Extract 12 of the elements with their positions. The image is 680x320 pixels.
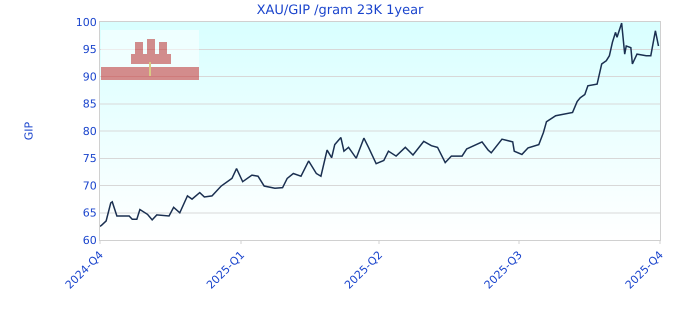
y-tick-label: 95 [82,43,97,56]
line-series [100,22,660,228]
y-tick-label: 85 [82,98,97,111]
y-tick-label: 100 [76,16,97,29]
y-tick-label: 70 [82,179,97,192]
y-tick-label: 60 [82,234,97,247]
y-tick-label: 75 [82,152,97,166]
chart-title: XAU/GIP /gram 23K 1year [256,2,424,18]
y-axis-title: GIP [22,121,36,140]
y-tick-label: 65 [82,206,97,220]
y-tick-label: 80 [82,124,97,138]
y-tick-label: 90 [82,70,97,84]
